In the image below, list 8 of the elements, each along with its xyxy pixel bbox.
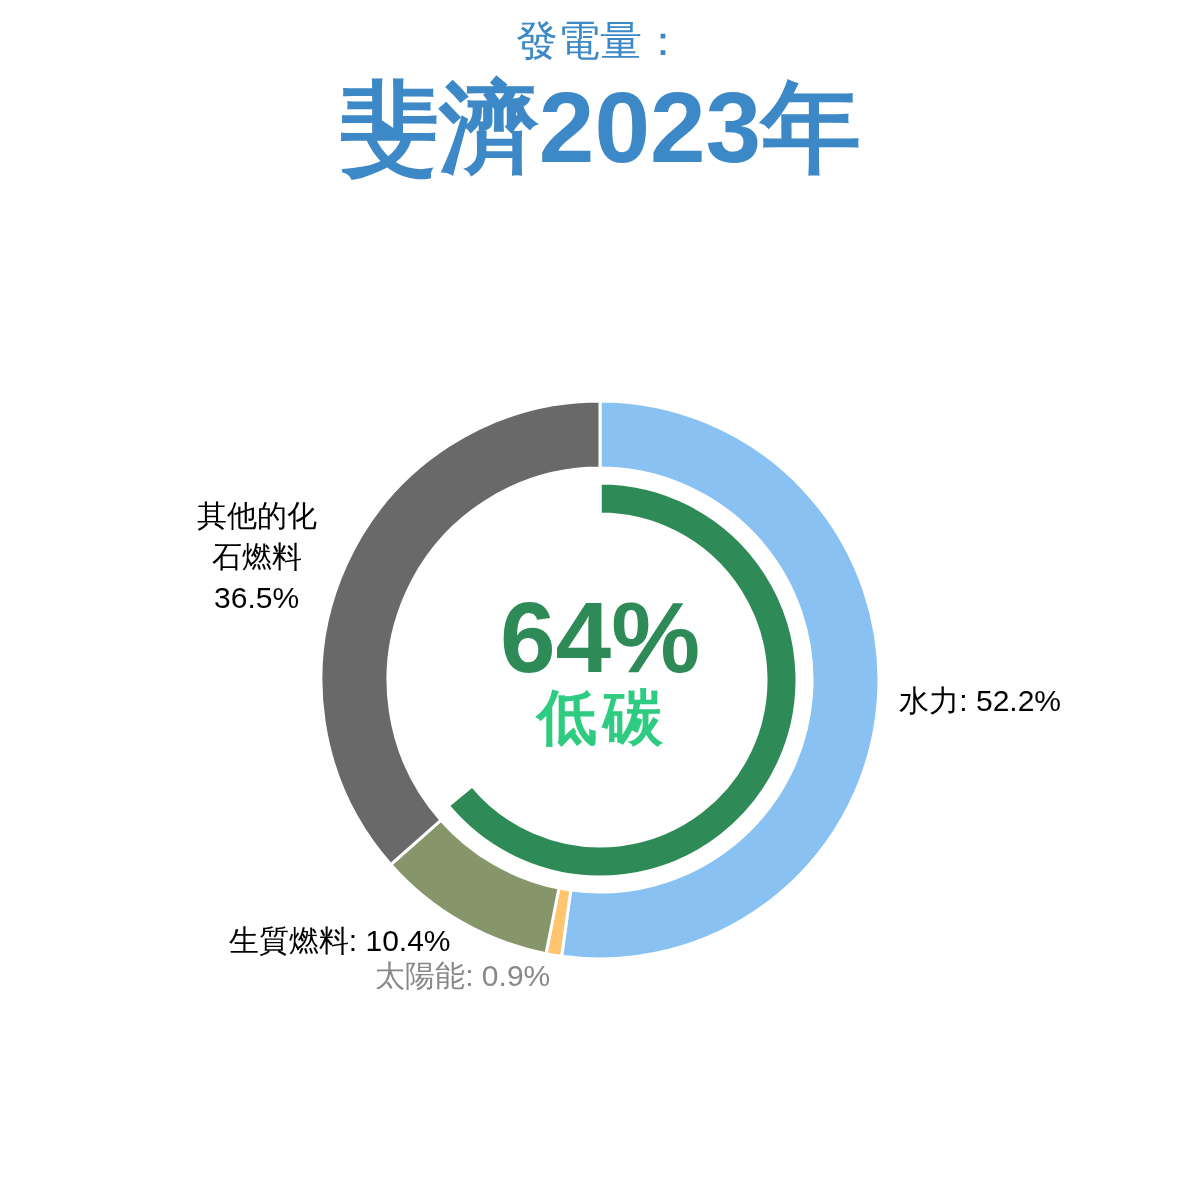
data-label: 36.5% [214,581,300,615]
slice-label: 生質燃料: 10.4% [228,923,451,957]
slice-label: 低碳 [535,684,669,751]
slice-label: 太陽能: 0.9% [375,959,551,993]
chart-title: 斐濟2023年 [338,71,862,183]
slice-label: 水力: 52.2% [899,684,1062,718]
slice-label: 其他的化石燃料 [196,499,317,574]
chart-subtitle: 發電量： [516,17,684,64]
